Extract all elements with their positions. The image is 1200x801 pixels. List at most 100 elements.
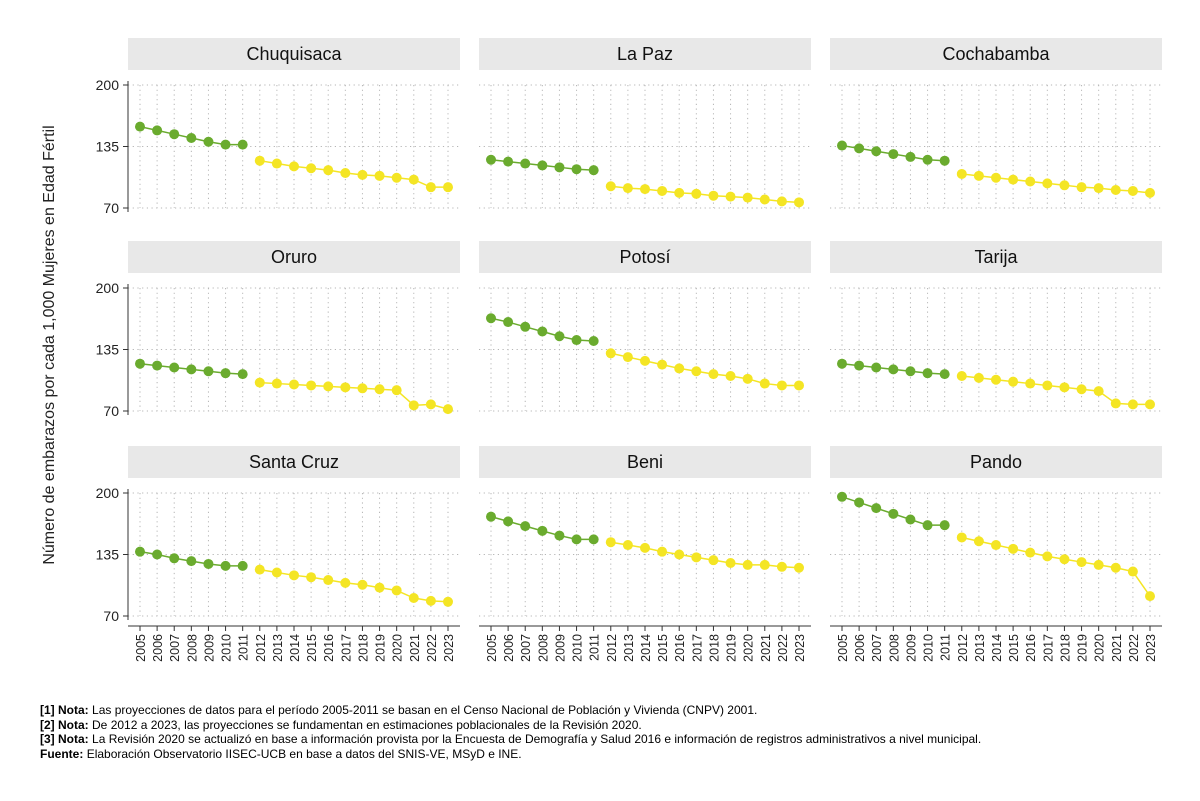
x-tick-label: 2008	[536, 634, 550, 662]
data-point	[956, 370, 967, 381]
series-line-yellow	[610, 352, 799, 387]
x-tick-label: 2012	[956, 634, 970, 662]
data-point	[408, 174, 419, 185]
panel-santa-cruz: Santa Cruz 70 135 200 2005 2006 2007 2008 2009 20…	[96, 446, 460, 662]
data-point	[708, 555, 719, 566]
panel-strip	[830, 446, 1162, 478]
data-point	[554, 162, 565, 173]
data-point	[742, 373, 753, 384]
note-1-prefix: [1] Nota:	[40, 703, 89, 717]
data-point	[854, 360, 865, 371]
data-point	[776, 561, 787, 572]
panel-title: Pando	[970, 452, 1022, 472]
data-point	[708, 369, 719, 380]
data-point	[691, 188, 702, 199]
x-tick-label: 2013	[271, 634, 285, 662]
data-point	[486, 154, 496, 165]
note-3-text: La Revisión 2020 se actualizó en base a …	[92, 732, 982, 746]
note-3-prefix: [3] Nota:	[40, 732, 89, 746]
data-point	[1025, 547, 1036, 558]
data-point	[1110, 562, 1121, 573]
data-point	[991, 540, 1001, 551]
panel-la-paz: La Paz	[479, 38, 811, 209]
panel-potosi: Potosí	[479, 241, 811, 412]
data-point	[1127, 399, 1138, 410]
x-tick-label: 2008	[185, 634, 199, 662]
data-point	[323, 381, 334, 392]
data-point	[854, 143, 865, 154]
data-point	[152, 360, 163, 371]
x-tick-label: 2010	[922, 634, 936, 662]
data-point	[1059, 554, 1070, 565]
panel-title: Oruro	[271, 247, 317, 267]
series-line-yellow	[259, 159, 448, 188]
data-point	[554, 331, 565, 342]
data-point	[837, 491, 847, 502]
data-point	[152, 549, 163, 560]
x-tick-label: 2015	[1007, 634, 1021, 662]
data-point	[1059, 180, 1070, 191]
data-point	[135, 121, 145, 132]
data-point	[503, 516, 514, 527]
data-point	[1059, 382, 1070, 393]
panel-title: Tarija	[974, 247, 1018, 267]
data-point	[408, 400, 419, 411]
data-point	[1127, 566, 1138, 577]
x-tick-label: 2007	[870, 634, 884, 662]
data-point	[237, 560, 248, 571]
panel-cochabamba: Cochabamba	[830, 38, 1162, 209]
x-tick-label: 2014	[639, 634, 653, 662]
series-line-yellow	[259, 568, 449, 603]
data-point	[1076, 182, 1087, 193]
panel-strip	[128, 38, 460, 70]
x-tick-label: 2014	[990, 634, 1004, 662]
x-tick-label: 2010	[571, 634, 585, 662]
x-tick-label: 2023	[793, 634, 807, 662]
y-tick-label: 70	[103, 403, 119, 419]
data-point	[991, 374, 1001, 385]
y-tick-label: 70	[103, 608, 119, 624]
x-tick-label: 2015	[305, 634, 319, 662]
panel-title: La Paz	[617, 44, 673, 64]
data-point	[956, 168, 967, 179]
data-point	[973, 536, 984, 547]
data-point	[271, 567, 282, 578]
data-point	[905, 514, 916, 525]
note-2-prefix: [2] Nota:	[40, 717, 89, 732]
data-point	[289, 161, 299, 172]
data-point	[1127, 185, 1138, 196]
x-tick-label: 2020	[1093, 634, 1107, 662]
x-tick-label: 2018	[356, 634, 370, 662]
x-tick-label: 2021	[1110, 634, 1124, 662]
data-point	[871, 362, 882, 373]
x-tick-label: 2012	[254, 634, 268, 662]
data-point	[588, 165, 599, 176]
note-1-text: Las proyecciones de datos para el períod…	[92, 703, 758, 717]
data-point	[571, 534, 582, 545]
data-point	[725, 558, 736, 569]
data-point	[554, 530, 565, 541]
series-line-yellow	[961, 375, 1150, 406]
note-2-text: De 2012 a 2023, las proyecciones se fund…	[92, 717, 642, 732]
x-tick-label: 2021	[759, 634, 773, 662]
x-tick-label: 2018	[1058, 634, 1072, 662]
source-note: Fuente: Elaboración Observatorio IISEC-U…	[40, 747, 1180, 762]
data-point	[186, 364, 197, 375]
data-point	[742, 192, 753, 203]
data-point	[135, 546, 145, 557]
data-point	[1093, 559, 1104, 570]
data-point	[922, 154, 933, 165]
data-point	[220, 368, 231, 379]
data-point	[759, 559, 770, 570]
data-point	[425, 399, 436, 410]
data-point	[503, 156, 514, 167]
data-point	[640, 184, 650, 195]
data-point	[939, 369, 950, 380]
data-point	[323, 575, 334, 586]
x-tick-label: 2006	[502, 634, 516, 662]
data-point	[657, 185, 668, 196]
data-point	[759, 194, 770, 205]
data-point	[1076, 384, 1087, 395]
note-3: [3] Nota: La Revisión 2020 se actualizó …	[40, 732, 1180, 747]
x-tick-label: 2019	[374, 634, 388, 662]
